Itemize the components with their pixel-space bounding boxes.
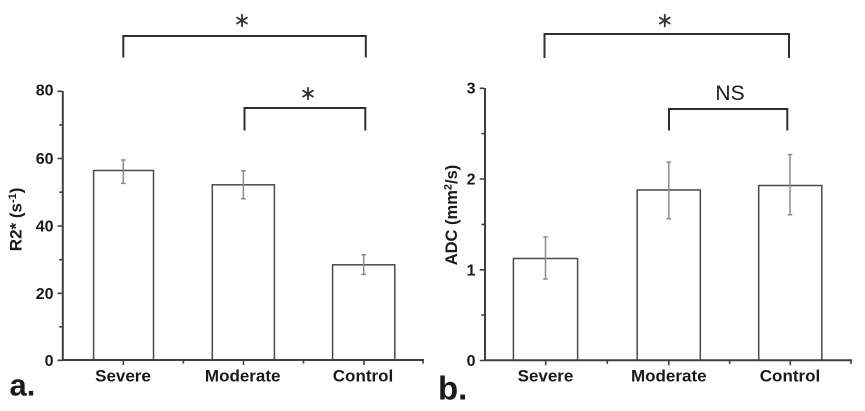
svg-text:ADC (mm2/s): ADC (mm2/s) bbox=[443, 165, 462, 266]
svg-text:40: 40 bbox=[36, 219, 54, 236]
svg-text:1: 1 bbox=[467, 262, 476, 279]
svg-text:b.: b. bbox=[438, 370, 467, 407]
svg-text:0: 0 bbox=[467, 353, 476, 370]
svg-text:R2* (s-1): R2* (s-1) bbox=[7, 188, 26, 252]
svg-text:Severe: Severe bbox=[518, 367, 574, 386]
svg-text:Control: Control bbox=[760, 367, 820, 386]
svg-text:3: 3 bbox=[467, 81, 476, 98]
svg-text:0: 0 bbox=[45, 353, 54, 370]
svg-text:20: 20 bbox=[36, 286, 54, 303]
svg-text:2: 2 bbox=[467, 172, 476, 189]
svg-text:80: 80 bbox=[36, 83, 54, 100]
svg-text:Severe: Severe bbox=[95, 367, 151, 386]
svg-text:60: 60 bbox=[36, 151, 54, 168]
svg-text:Moderate: Moderate bbox=[205, 367, 281, 386]
svg-text:Control: Control bbox=[333, 367, 393, 386]
svg-text:Moderate: Moderate bbox=[631, 367, 707, 386]
svg-text:NS: NS bbox=[715, 82, 744, 105]
svg-text:a.: a. bbox=[10, 368, 36, 403]
